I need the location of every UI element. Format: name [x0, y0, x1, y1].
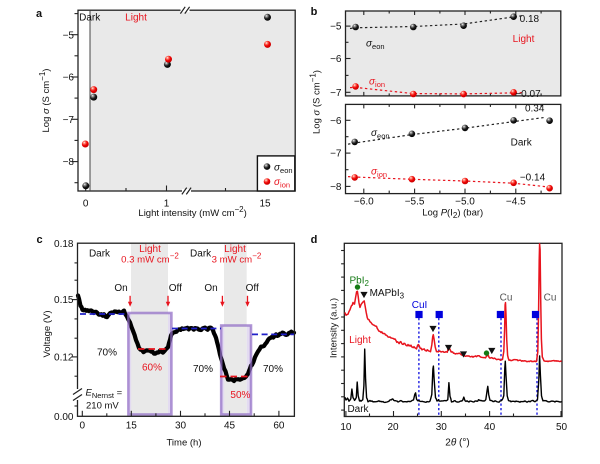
- svg-text:σeon: σeon: [274, 162, 293, 175]
- svg-text:CuI: CuI: [412, 300, 428, 311]
- svg-text:50: 50: [556, 422, 568, 433]
- svg-text:Log σ (S cm−1): Log σ (S cm−1): [309, 70, 323, 134]
- svg-text:−7: −7: [330, 149, 342, 160]
- svg-text:210 mV: 210 mV: [86, 401, 119, 412]
- svg-text:Dark: Dark: [511, 138, 533, 149]
- svg-text:−7: −7: [63, 115, 75, 126]
- svg-text:70%: 70%: [263, 364, 283, 375]
- svg-text:0.12: 0.12: [54, 353, 74, 364]
- svg-text:40: 40: [484, 422, 496, 433]
- svg-text:PbI2: PbI2: [350, 276, 370, 289]
- svg-text:σeon: σeon: [366, 39, 385, 52]
- svg-text:Time (h): Time (h): [166, 437, 201, 448]
- svg-text:Log σ (S cm−1): Log σ (S cm−1): [38, 69, 52, 133]
- svg-text:3 mW cm−2: 3 mW cm−2: [212, 251, 262, 265]
- svg-text:−0.14: −0.14: [520, 172, 546, 183]
- svg-text:Dark: Dark: [347, 404, 369, 415]
- svg-text:0: 0: [80, 420, 86, 431]
- svg-text:MAPbI3: MAPbI3: [370, 288, 405, 301]
- svg-text:30: 30: [175, 420, 187, 431]
- svg-text:1: 1: [164, 199, 170, 210]
- svg-text:b: b: [311, 6, 318, 18]
- svg-text:−8: −8: [63, 157, 75, 168]
- svg-text:45: 45: [224, 420, 236, 431]
- svg-text:Light: Light: [224, 244, 246, 255]
- svg-text:0.18: 0.18: [54, 239, 74, 250]
- svg-text:Light: Light: [513, 34, 535, 45]
- svg-text:Light intensity (mW cm−2): Light intensity (mW cm−2): [138, 205, 246, 219]
- svg-text:d: d: [311, 234, 318, 246]
- svg-text:2θ (°): 2θ (°): [445, 438, 469, 449]
- svg-text:15: 15: [259, 199, 271, 210]
- svg-text:0.00: 0.00: [54, 412, 74, 423]
- svg-text:On: On: [204, 283, 217, 294]
- svg-text:Dark: Dark: [89, 249, 111, 260]
- svg-text:−0.07: −0.07: [515, 89, 541, 100]
- svg-text:Intensity (a.u.): Intensity (a.u.): [329, 298, 340, 358]
- svg-text:0.18: 0.18: [520, 14, 540, 25]
- svg-text:70%: 70%: [97, 348, 117, 359]
- svg-text:50%: 50%: [230, 390, 250, 401]
- svg-text:σion: σion: [274, 177, 290, 190]
- svg-text:0: 0: [83, 199, 89, 210]
- svg-text:Cu: Cu: [500, 293, 513, 304]
- svg-text:0.3 mW cm−2: 0.3 mW cm−2: [121, 251, 179, 265]
- svg-text:Dark: Dark: [79, 12, 101, 23]
- svg-text:Dark: Dark: [190, 249, 212, 260]
- svg-text:15: 15: [126, 420, 138, 431]
- svg-text:20: 20: [387, 422, 399, 433]
- svg-text:−5.0: −5.0: [455, 197, 475, 208]
- svg-text:−5.5: −5.5: [405, 197, 425, 208]
- svg-text:a: a: [36, 8, 43, 20]
- svg-text:c: c: [36, 234, 42, 246]
- svg-text:−6: −6: [63, 73, 75, 84]
- svg-text:ENernst =: ENernst =: [86, 387, 123, 400]
- svg-text:Log P(I2) (bar): Log P(I2) (bar): [422, 208, 483, 221]
- svg-text:σion: σion: [369, 77, 385, 90]
- svg-text:Off: Off: [169, 283, 182, 294]
- svg-text:10: 10: [340, 422, 352, 433]
- svg-text:−6: −6: [330, 54, 342, 65]
- svg-text:−5: −5: [330, 22, 342, 33]
- svg-text:60%: 60%: [142, 363, 162, 374]
- svg-text:70%: 70%: [193, 364, 213, 375]
- svg-text:Light: Light: [349, 335, 371, 346]
- svg-text:−7: −7: [330, 88, 342, 99]
- svg-text:60: 60: [273, 420, 285, 431]
- svg-text:−8: −8: [330, 182, 342, 193]
- svg-text:Light: Light: [139, 244, 161, 255]
- svg-text:Light: Light: [125, 12, 147, 23]
- svg-text:Off: Off: [246, 283, 259, 294]
- svg-text:0.34: 0.34: [525, 103, 545, 114]
- svg-text:−5: −5: [63, 30, 75, 41]
- svg-text:Cu: Cu: [544, 293, 557, 304]
- svg-text:Voltage (V): Voltage (V): [42, 311, 53, 358]
- svg-text:σion: σion: [371, 167, 387, 180]
- svg-text:−6: −6: [330, 116, 342, 127]
- svg-text:−4.5: −4.5: [506, 197, 526, 208]
- svg-text:On: On: [114, 283, 127, 294]
- svg-text:0.15: 0.15: [54, 295, 74, 306]
- svg-text:−6.0: −6.0: [354, 197, 374, 208]
- svg-text:30: 30: [436, 422, 448, 433]
- svg-text:σeon: σeon: [371, 128, 390, 141]
